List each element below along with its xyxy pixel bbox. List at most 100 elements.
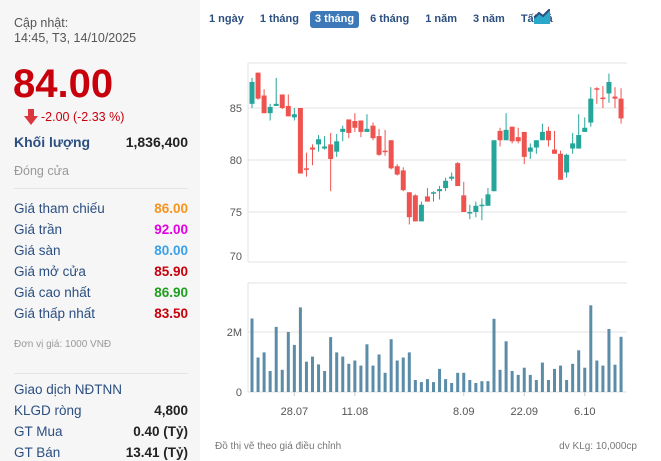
- update-info: Cập nhật: 14:45, T3, 14/10/2025: [14, 16, 136, 46]
- update-time: 14:45, T3, 14/10/2025: [14, 31, 137, 45]
- candle-body: [346, 119, 352, 133]
- foreign-label: GT Mua: [14, 424, 63, 439]
- divider: [14, 373, 188, 374]
- chart-type-icon[interactable]: [534, 9, 550, 24]
- candle-body: [437, 189, 443, 192]
- foreign-label: GT Bán: [14, 445, 61, 460]
- foreign-value: 0.40 (Tỷ): [133, 424, 188, 439]
- volume-bar: [407, 352, 411, 392]
- foreign-row: GT Bán 13.41 (Tỷ): [14, 445, 188, 460]
- candle-body: [455, 163, 461, 186]
- candle-body: [527, 147, 533, 152]
- tab-period[interactable]: 6 tháng: [370, 13, 410, 25]
- stat-value: 86.00: [154, 201, 188, 216]
- candle-body: [479, 204, 485, 207]
- candle-body: [594, 88, 600, 90]
- candle-body: [521, 131, 527, 157]
- stat-value: 86.90: [154, 285, 188, 300]
- candle-body: [376, 136, 382, 155]
- volume-bar: [456, 372, 460, 392]
- change-value: -2.00 (-2.33 %): [41, 110, 125, 124]
- volume-value: 1,836,400: [125, 134, 188, 150]
- price-change: -2.00 (-2.33 %): [24, 109, 124, 125]
- update-label: Cập nhật:: [14, 16, 69, 30]
- volume-bar: [401, 357, 405, 392]
- current-price: 84.00: [13, 62, 114, 106]
- volume-bar: [329, 337, 333, 392]
- volume-bar: [262, 352, 266, 392]
- candle-body: [316, 139, 322, 145]
- volume-bar: [268, 371, 272, 392]
- candle-body: [388, 140, 394, 169]
- candle-body: [467, 212, 473, 214]
- volume-bar: [534, 380, 538, 392]
- volume-bar: [389, 339, 393, 392]
- volume-bar: [601, 365, 605, 392]
- volume-bar: [256, 357, 260, 392]
- volume-bar: [595, 360, 599, 392]
- volume-bar: [504, 341, 508, 392]
- stat-row: Giá mở cửa 85.90: [14, 264, 188, 279]
- tab-period[interactable]: 1 ngày: [209, 13, 244, 25]
- candle-body: [424, 196, 430, 202]
- tab-period[interactable]: 1 tháng: [259, 13, 299, 25]
- volume-bar: [589, 305, 593, 392]
- volume-bar: [474, 383, 478, 392]
- volume-bar: [311, 356, 314, 392]
- quote-panel: Cập nhật: 14:45, T3, 14/10/2025 84.00 -2…: [0, 0, 200, 461]
- volume-unit-note: dv KLg: 10,000cp: [559, 441, 637, 452]
- volume-bar: [462, 372, 466, 392]
- foreign-title: Giao dịch NĐTNN: [14, 382, 123, 397]
- stat-value: 85.90: [154, 264, 188, 279]
- volume-bar: [359, 365, 363, 392]
- foreign-value: 13.41 (Tỷ): [125, 445, 188, 460]
- tab-period[interactable]: 3 tháng: [309, 11, 360, 28]
- candle-body: [249, 82, 255, 104]
- price-tick-label: 70: [230, 251, 242, 263]
- volume-bar: [480, 381, 484, 392]
- down-arrow-icon: [24, 109, 38, 125]
- candle-body: [370, 125, 376, 139]
- volume-label: Khối lượng: [14, 134, 91, 150]
- candle-body: [352, 121, 358, 128]
- volume-bar: [432, 382, 435, 392]
- candle-body: [497, 130, 503, 141]
- candle-body: [418, 204, 424, 222]
- volume-bar: [304, 361, 308, 392]
- stat-row: Giá sàn 80.00: [14, 243, 188, 258]
- candle-body: [303, 168, 309, 170]
- volume-bar: [280, 369, 284, 392]
- volume-bar: [516, 374, 520, 392]
- candle-body: [491, 140, 497, 192]
- volume-bar: [540, 362, 544, 392]
- candle-body: [261, 95, 267, 114]
- foreign-row: KLGD ròng 4,800: [14, 403, 188, 418]
- candle-body: [382, 150, 388, 153]
- volume-bar: [250, 318, 254, 392]
- volume-bar: [425, 379, 429, 392]
- foreign-value: 4,800: [154, 403, 188, 418]
- volume-bar: [292, 344, 296, 392]
- volume-bar: [571, 363, 575, 392]
- volume-bar: [444, 379, 448, 392]
- volume-bar: [522, 367, 526, 392]
- x-tick-label: 8.09: [453, 406, 474, 418]
- volume-bar: [377, 354, 381, 392]
- candle-body: [322, 146, 328, 149]
- candle-body: [473, 205, 479, 212]
- stat-label: Giá trần: [14, 222, 63, 237]
- stat-label: Giá thấp nhất: [14, 306, 96, 321]
- tab-period[interactable]: 3 năm: [473, 13, 505, 25]
- volume-tick-label: 0: [236, 387, 242, 399]
- tab-period[interactable]: 1 năm: [425, 13, 458, 25]
- stat-row: Giá trần 92.00: [14, 222, 188, 237]
- volume-bar: [383, 372, 387, 392]
- volume-bar: [395, 360, 399, 392]
- price-tick-label: 75: [230, 207, 242, 219]
- x-tick-label: 28.07: [281, 406, 309, 418]
- volume-bar: [546, 380, 550, 392]
- volume-bar: [486, 381, 490, 392]
- candle-body: [618, 98, 624, 119]
- volume-bar: [528, 374, 532, 392]
